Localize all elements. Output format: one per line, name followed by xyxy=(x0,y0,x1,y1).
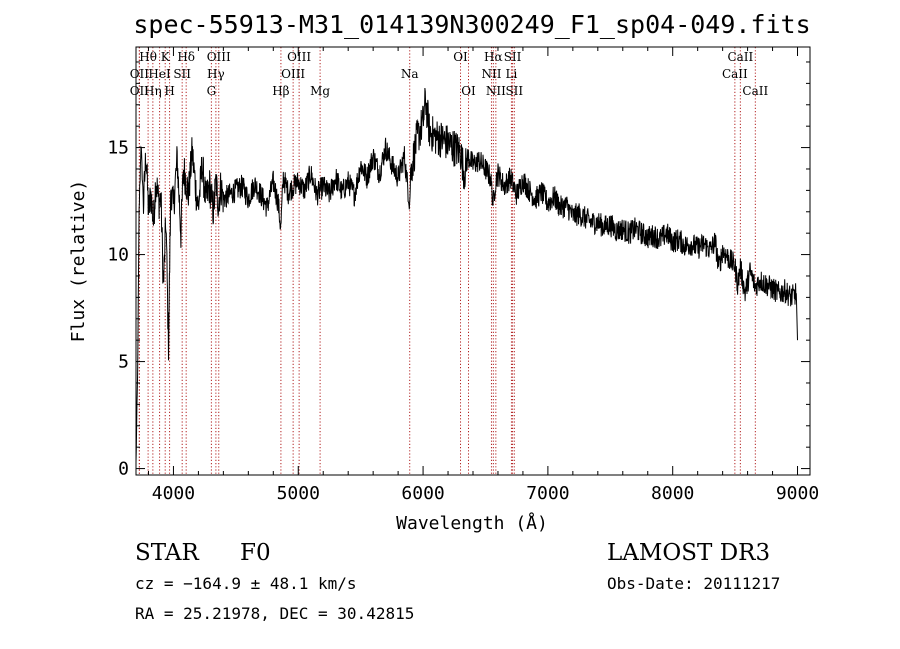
spectrum-line xyxy=(135,87,798,463)
spectral-line-label: OI xyxy=(461,84,476,98)
y-tick-label: 0 xyxy=(118,459,129,480)
object-subclass: F0 xyxy=(240,540,271,566)
spectral-line-label: CaII xyxy=(727,50,753,64)
spectral-line-label: Li xyxy=(506,67,518,81)
x-tick-label: 6000 xyxy=(401,483,444,504)
y-tick-label: 5 xyxy=(118,352,129,373)
spectral-line-label: Hθ xyxy=(139,50,157,64)
obs-date: Obs-Date: 20111217 xyxy=(607,574,780,593)
spectral-line-label: NII xyxy=(486,84,506,98)
spectral-line-label: CaII xyxy=(742,84,768,98)
spectral-line-label: OI xyxy=(453,50,468,64)
plot-frame xyxy=(135,46,811,476)
spectral-line-label: OIII xyxy=(207,50,231,64)
spectral-line-label: G xyxy=(207,84,217,98)
spectral-line-label: SII xyxy=(505,84,523,98)
spectral-line-label: SII xyxy=(173,67,191,81)
spectral-line-label: Hβ xyxy=(272,84,289,98)
spectral-line-label: Hγ xyxy=(207,67,225,81)
y-tick-label: 15 xyxy=(107,138,129,159)
x-tick-label: 4000 xyxy=(152,483,195,504)
object-class: STAR xyxy=(135,540,199,566)
spectral-line-label: HeI xyxy=(148,67,171,81)
spectral-line-markers xyxy=(138,47,756,475)
spectral-line-label: Hδ xyxy=(177,50,195,64)
x-tick-label: 7000 xyxy=(526,483,569,504)
spectral-line-label: OIII xyxy=(287,50,311,64)
axis-ticks: 4000 5000 6000 7000 8000 9000 0 5 10 15 xyxy=(107,47,819,504)
x-tick-label: 5000 xyxy=(277,483,320,504)
coordinates: RA = 25.21978, DEC = 30.42815 xyxy=(135,604,414,623)
y-tick-label: 10 xyxy=(107,245,129,266)
chart-title: spec-55913-M31_014139N300249_F1_sp04-049… xyxy=(133,10,810,39)
spectral-line-label: Na xyxy=(401,67,419,81)
spectral-line-label: SII xyxy=(504,50,522,64)
spectral-line-label: Mg xyxy=(310,84,330,98)
spectral-line-label: OII xyxy=(130,84,150,98)
spectral-line-label: OIII xyxy=(281,67,305,81)
spectral-line-label: K xyxy=(161,50,171,64)
x-axis-label: Wavelength (Å) xyxy=(396,512,548,534)
x-tick-label: 9000 xyxy=(776,483,819,504)
redshift-readout: cz = −164.9 ± 48.1 km/s xyxy=(135,574,357,593)
spectral-line-label: Hη xyxy=(144,84,162,98)
spectral-line-label: Hα xyxy=(484,50,503,64)
survey-name: LAMOST DR3 xyxy=(607,540,770,566)
spectrum-series xyxy=(135,87,798,463)
spectral-line-label: CaII xyxy=(722,67,748,81)
spectral-line-label: OII xyxy=(130,67,150,81)
x-tick-label: 8000 xyxy=(651,483,694,504)
spectral-line-label: H xyxy=(164,84,174,98)
y-axis-label: Flux (relative) xyxy=(68,180,89,343)
spectral-line-label: NII xyxy=(481,67,501,81)
